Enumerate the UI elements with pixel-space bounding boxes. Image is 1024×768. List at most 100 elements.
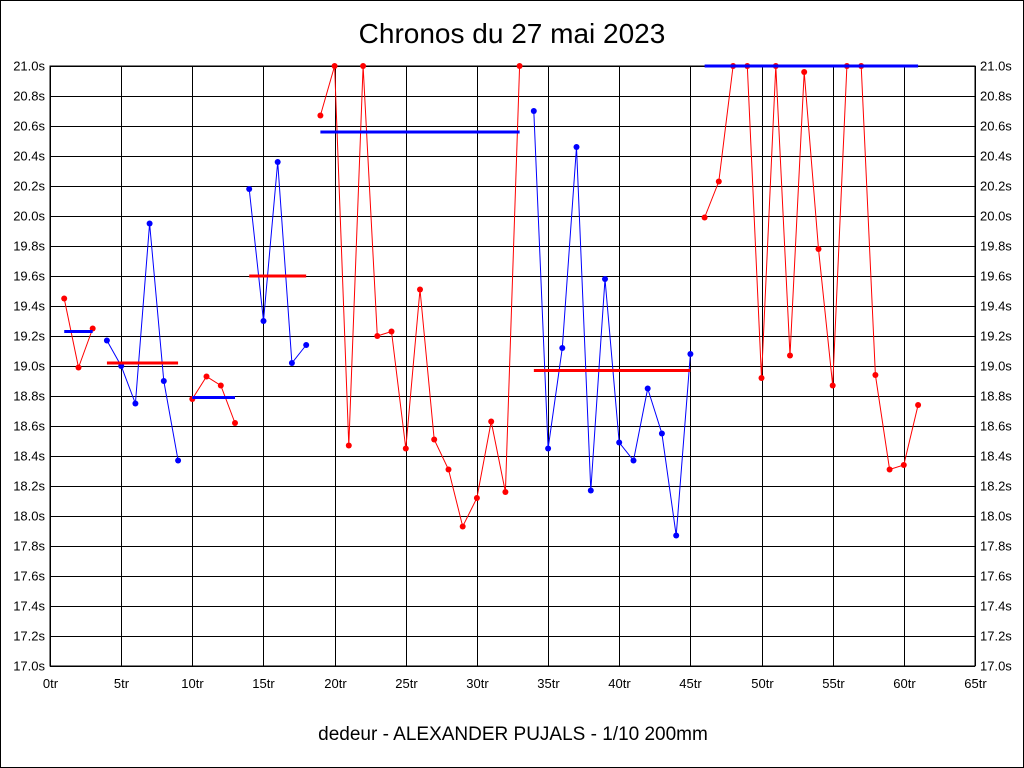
data-point bbox=[573, 144, 580, 150]
x-tick-label: 20tr bbox=[324, 676, 347, 691]
data-point bbox=[417, 286, 423, 293]
data-point bbox=[288, 360, 295, 366]
data-point bbox=[473, 495, 480, 501]
data-point bbox=[900, 462, 907, 468]
data-point bbox=[616, 439, 623, 446]
x-tick-label: 50tr bbox=[751, 676, 774, 691]
y-tick-label-right: 18.8s bbox=[980, 389, 1012, 404]
y-tick-label-right: 20.0s bbox=[980, 209, 1012, 224]
y-tick-label-left: 18.6s bbox=[13, 419, 45, 434]
y-tick-label-left: 21.0s bbox=[13, 59, 45, 74]
data-point bbox=[374, 333, 381, 339]
x-tick-label: 5tr bbox=[114, 676, 130, 691]
data-point bbox=[516, 63, 523, 69]
data-point bbox=[103, 337, 110, 344]
y-tick-label-left: 20.0s bbox=[13, 209, 45, 224]
data-point bbox=[402, 445, 409, 452]
y-tick-label-right: 18.0s bbox=[980, 509, 1012, 524]
data-point bbox=[673, 532, 680, 539]
data-point bbox=[445, 466, 452, 473]
y-tick-label-left: 18.2s bbox=[13, 479, 45, 494]
data-point bbox=[246, 186, 253, 192]
data-point bbox=[530, 108, 537, 114]
data-point bbox=[303, 342, 310, 348]
data-point bbox=[146, 220, 153, 227]
y-axis-left: 17.0s 17.2s 17.4s 17.6s 17.8s 18.0s 18.2s 18.4s… bbox=[13, 59, 45, 674]
y-tick-label-right: 18.6s bbox=[980, 419, 1012, 434]
data-point bbox=[132, 400, 139, 407]
y-tick-label-right: 21.0s bbox=[980, 59, 1012, 74]
y-tick-label-right: 20.2s bbox=[980, 179, 1012, 194]
y-tick-label-right: 19.4s bbox=[980, 299, 1012, 314]
data-point bbox=[175, 457, 182, 464]
data-point bbox=[886, 466, 893, 473]
data-point bbox=[787, 352, 793, 359]
data-point bbox=[559, 345, 566, 351]
series-line-2 bbox=[106, 223, 179, 461]
y-tick-label-right: 19.6s bbox=[980, 269, 1012, 284]
x-tick-label: 45tr bbox=[679, 676, 702, 691]
data-point bbox=[488, 418, 495, 425]
data-point bbox=[217, 382, 224, 389]
y-tick-label-left: 18.0s bbox=[13, 509, 45, 524]
y-tick-label-left: 20.6s bbox=[13, 119, 45, 134]
data-point bbox=[232, 420, 238, 426]
chart-title: Chronos du 27 mai 2023 bbox=[359, 18, 666, 49]
data-point bbox=[602, 276, 608, 282]
data-point bbox=[915, 402, 922, 408]
grid bbox=[49, 65, 976, 667]
y-tick-label-right: 19.2s bbox=[980, 329, 1012, 344]
y-axis-right: 17.0s 17.2s 17.4s 17.6s 17.8s 18.0s 18.2s 18.4s… bbox=[980, 59, 1012, 674]
x-tick-label: 15tr bbox=[252, 676, 275, 691]
data-point bbox=[758, 375, 765, 381]
y-tick-label-right: 17.4s bbox=[980, 599, 1012, 614]
data-point bbox=[701, 214, 708, 221]
data-point bbox=[545, 445, 552, 452]
y-tick-label-left: 17.6s bbox=[13, 569, 45, 584]
x-axis: 0tr 5tr 10tr 15tr 20tr 25tr 30tr 35tr 40tr 45tr 50… bbox=[43, 676, 987, 691]
data-point bbox=[502, 489, 509, 495]
data-point bbox=[630, 457, 637, 464]
x-tick-label: 10tr bbox=[181, 676, 204, 691]
y-tick-label-left: 20.2s bbox=[13, 179, 45, 194]
data-point bbox=[317, 112, 324, 119]
x-tick-label: 65tr bbox=[964, 676, 987, 691]
x-tick-label: 35tr bbox=[537, 676, 560, 691]
y-tick-label-left: 19.0s bbox=[13, 359, 45, 374]
data-point bbox=[331, 63, 338, 69]
y-tick-label-right: 19.0s bbox=[980, 359, 1012, 374]
data-point bbox=[160, 378, 167, 384]
data-point bbox=[360, 63, 367, 69]
y-tick-label-left: 19.8s bbox=[13, 239, 45, 254]
series-line-6 bbox=[533, 110, 691, 536]
data-point bbox=[345, 442, 352, 449]
y-tick-label-left: 18.8s bbox=[13, 389, 45, 404]
y-tick-label-right: 19.8s bbox=[980, 239, 1012, 254]
y-tick-label-right: 17.8s bbox=[980, 539, 1012, 554]
y-tick-label-left: 18.4s bbox=[13, 449, 45, 464]
data-point bbox=[388, 328, 395, 335]
y-tick-label-right: 20.6s bbox=[980, 119, 1012, 134]
y-tick-label-left: 19.4s bbox=[13, 299, 45, 314]
y-tick-label-right: 20.4s bbox=[980, 149, 1012, 164]
y-tick-label-right: 20.8s bbox=[980, 89, 1012, 104]
data-point bbox=[587, 487, 594, 494]
y-tick-label-right: 17.0s bbox=[980, 659, 1012, 674]
y-tick-label-right: 18.4s bbox=[980, 449, 1012, 464]
data-point bbox=[658, 430, 665, 437]
plot-area bbox=[61, 63, 922, 539]
data-point bbox=[203, 373, 210, 380]
y-tick-label-right: 17.2s bbox=[980, 629, 1012, 644]
y-tick-label-right: 18.2s bbox=[980, 479, 1012, 494]
x-tick-label: 0tr bbox=[43, 676, 59, 691]
data-point bbox=[872, 372, 879, 378]
y-tick-label-left: 19.6s bbox=[13, 269, 45, 284]
series-line-4 bbox=[248, 161, 307, 365]
data-point bbox=[75, 364, 82, 371]
y-tick-label-right: 17.6s bbox=[980, 569, 1012, 584]
y-tick-label-left: 17.2s bbox=[13, 629, 45, 644]
y-tick-label-left: 19.2s bbox=[13, 329, 45, 344]
data-point bbox=[61, 295, 68, 302]
data-point bbox=[260, 318, 267, 324]
data-point bbox=[829, 382, 836, 389]
